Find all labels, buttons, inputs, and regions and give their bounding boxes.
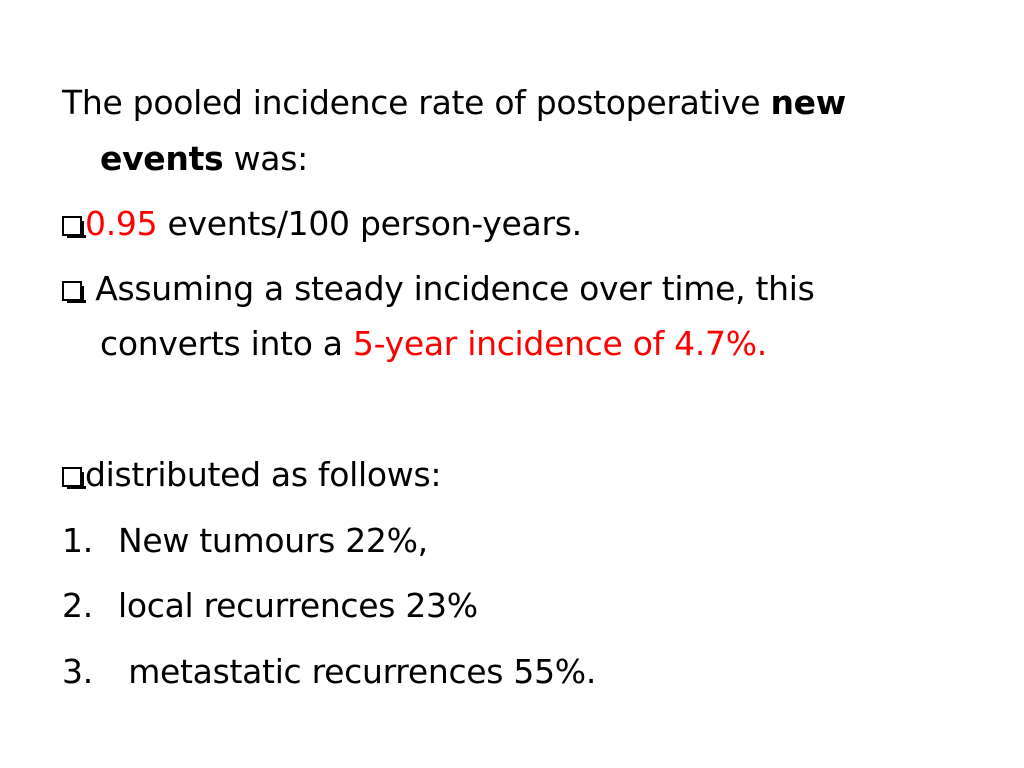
bullet-rate: 0.95 events/100 person-years. [62, 204, 582, 244]
assumption-text-1: Assuming a steady incidence over time, t… [85, 269, 815, 308]
rate-value: 0.95 [85, 204, 158, 243]
list-number: 3. [62, 652, 93, 691]
list-item: 2. local recurrences 23% [62, 586, 478, 626]
list-text: New tumours 22%, [118, 521, 428, 560]
checkbox-icon [62, 216, 86, 238]
distribution-text: distributed as follows: [85, 455, 442, 494]
list-number: 1. [62, 521, 93, 560]
checkbox-icon [62, 467, 86, 489]
list-text: metastatic recurrences 55%. [118, 652, 597, 691]
intro-bold-events: events [100, 139, 224, 178]
bullet-assumption-line-2: converts into a 5-year incidence of 4.7%… [100, 324, 767, 364]
rate-unit: events/100 person-years. [157, 204, 582, 243]
bullet-assumption-line-1: Assuming a steady incidence over time, t… [62, 269, 815, 309]
five-year-incidence: 5-year incidence of 4.7%. [352, 324, 767, 363]
intro-line-1: The pooled incidence rate of postoperati… [62, 83, 846, 123]
list-item: 1. New tumours 22%, [62, 521, 428, 561]
list-item: 3. metastatic recurrences 55%. [62, 652, 596, 692]
checkbox-icon [62, 281, 86, 303]
assumption-text-2: converts into a [100, 324, 353, 363]
intro-bold-new: new [770, 83, 846, 122]
intro-line-2: events was: [100, 139, 308, 179]
intro-text-after: was: [223, 139, 309, 178]
list-number: 2. [62, 586, 93, 625]
intro-text-before: The pooled incidence rate of postoperati… [62, 83, 771, 122]
bullet-distribution: distributed as follows: [62, 455, 441, 495]
list-text: local recurrences 23% [118, 586, 478, 625]
